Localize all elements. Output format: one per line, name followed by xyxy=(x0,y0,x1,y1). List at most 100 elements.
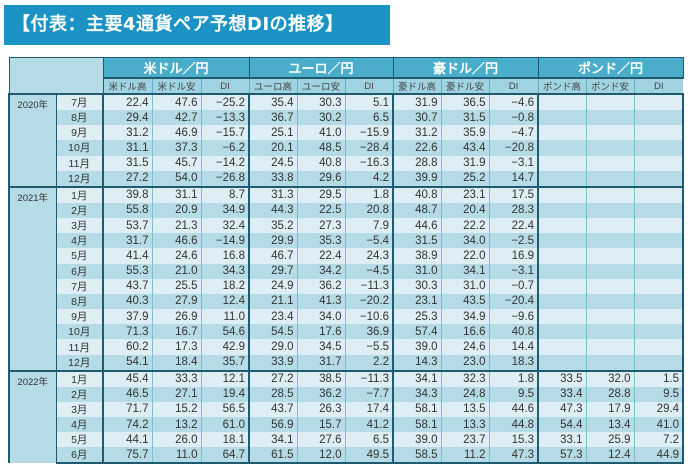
value-cell: 12.1 xyxy=(200,369,250,387)
value-cell: 30.3 xyxy=(296,93,346,110)
value-cell: 58.5 xyxy=(392,447,442,464)
value-cell: 17.6 xyxy=(296,324,346,340)
value-cell: 14.3 xyxy=(392,354,442,371)
month-label: 10月 xyxy=(56,324,104,340)
value-cell: 43.7 xyxy=(248,401,298,417)
value-cell: −16.3 xyxy=(344,155,394,171)
value-cell xyxy=(537,248,587,264)
value-cell: 34.5 xyxy=(296,339,346,355)
value-cell: 6.5 xyxy=(344,110,394,126)
value-cell: 4.2 xyxy=(344,170,394,187)
value-cell: 20.8 xyxy=(344,202,394,218)
month-label: 3月 xyxy=(56,217,104,234)
table-row: 4月 74.2 13.2 61.0 56.9 15.7 41.2 58.1 13.3 44.8 54… xyxy=(9,417,685,433)
value-cell: 27.1 xyxy=(151,386,201,402)
table-row: 2020年 7月 22.4 47.6 −25.2 35.4 30.3 5.1 31.9 36.5−… xyxy=(8,93,685,187)
value-cell: 40.8 xyxy=(488,324,539,340)
value-cell: 35.9 xyxy=(440,125,490,141)
value-cell: 74.2 xyxy=(102,417,152,433)
value-cell: 40.8 xyxy=(296,155,346,171)
value-cell: 19.4 xyxy=(200,386,250,402)
table-row: 3月 71.7 15.2 56.5 43.7 26.3 17.4 58.1 13.5 44.6 47… xyxy=(9,401,685,417)
value-cell xyxy=(585,185,635,203)
pair-header: 米ドル／円 xyxy=(102,57,250,79)
value-cell: 34.0 xyxy=(440,233,490,249)
value-cell xyxy=(633,185,685,203)
value-cell: 22.4 xyxy=(102,93,152,110)
value-cell: 17.9 xyxy=(585,401,635,417)
pair-header: ユーロ／円 xyxy=(248,57,394,79)
value-cell: 34.9 xyxy=(200,202,250,218)
value-cell xyxy=(537,339,587,355)
value-cell: 46.7 xyxy=(248,248,298,264)
table-row: 6月 55.3 21.0 34.3 29.7 34.2 −4.5 31.0 34.1 −3.1 xyxy=(9,263,685,279)
value-cell: 32.4 xyxy=(200,217,250,234)
value-cell: 18.4 xyxy=(151,354,201,371)
value-cell: 41.0 xyxy=(296,125,346,141)
value-cell: 41.2 xyxy=(344,417,394,433)
value-cell: −2.5 xyxy=(488,233,539,249)
month-label: 5月 xyxy=(56,248,104,264)
value-cell: 27.2 xyxy=(102,170,152,187)
value-cell: 47.3 xyxy=(537,401,587,417)
value-cell: 33.1 xyxy=(537,432,587,448)
value-cell: 27.6 xyxy=(296,432,346,448)
value-cell: 33.8 xyxy=(248,170,298,187)
value-cell xyxy=(585,155,635,171)
value-cell xyxy=(585,233,635,249)
column-header: ユーロ安 xyxy=(296,78,346,95)
value-cell: 23.4 xyxy=(248,309,298,325)
value-cell: 29.5 xyxy=(296,185,346,203)
value-cell xyxy=(537,278,587,294)
pair-header: ポンド／円 xyxy=(537,57,684,79)
value-cell: 30.3 xyxy=(392,278,442,294)
value-cell: 36.2 xyxy=(296,386,346,402)
value-cell: 24.9 xyxy=(248,278,298,294)
value-cell: 46.5 xyxy=(102,386,152,402)
value-cell: −0.7 xyxy=(488,278,539,294)
table-row: 11月 60.2 17.3 42.9 29.0 34.5 −5.5 39.0 24.6 14.4 xyxy=(9,339,685,355)
value-cell xyxy=(585,248,635,264)
value-cell: 29.4 xyxy=(633,401,685,417)
value-cell: 37.3 xyxy=(151,140,201,156)
column-header: 米ドル安 xyxy=(151,78,201,95)
value-cell: 22.2 xyxy=(440,217,490,234)
value-cell: 20.9 xyxy=(151,202,201,218)
value-cell: 24.6 xyxy=(151,248,201,264)
column-header: 豪ドル安 xyxy=(440,78,490,95)
year-label: 2022年 xyxy=(8,369,57,464)
month-label: 11月 xyxy=(56,155,104,171)
month-label: 8月 xyxy=(56,293,104,310)
value-cell xyxy=(537,93,587,110)
value-cell: 24.5 xyxy=(248,155,298,171)
value-cell: 21.0 xyxy=(151,263,201,279)
column-header: DI xyxy=(633,78,684,95)
column-header: DI xyxy=(344,78,394,95)
value-cell: 31.7 xyxy=(296,354,346,371)
value-cell: 45.7 xyxy=(151,155,201,171)
value-cell xyxy=(585,309,635,325)
value-cell: 9.5 xyxy=(633,386,685,402)
value-cell: 31.7 xyxy=(102,233,152,249)
value-cell: 6.5 xyxy=(344,432,394,448)
value-cell: 13.4 xyxy=(585,417,635,433)
value-cell xyxy=(633,233,685,249)
value-cell: 53.7 xyxy=(102,217,152,234)
value-cell: 13.2 xyxy=(151,417,201,433)
value-cell: 2.2 xyxy=(344,354,394,371)
value-cell: 33.4 xyxy=(537,386,587,402)
value-cell: 33.9 xyxy=(248,354,298,371)
value-cell: 21.3 xyxy=(151,217,201,234)
value-cell: 58.1 xyxy=(392,401,442,417)
value-cell: 55.3 xyxy=(102,263,152,279)
value-cell: 46.9 xyxy=(151,125,201,141)
value-cell: 48.5 xyxy=(296,140,346,156)
value-cell: 36.5 xyxy=(440,93,490,110)
value-cell: 29.7 xyxy=(248,263,298,279)
value-cell: 22.4 xyxy=(488,217,539,234)
column-header: DI xyxy=(200,78,250,95)
di-table: 米ドル／円 ユーロ／円 豪ドル／円 ポンド／円 米ドル高 米ドル安 DI ユーロ高 ユーロ安 DI… xyxy=(8,57,685,464)
value-cell: −28.4 xyxy=(344,140,394,156)
value-cell: −11.3 xyxy=(344,278,394,294)
value-cell xyxy=(633,278,685,294)
